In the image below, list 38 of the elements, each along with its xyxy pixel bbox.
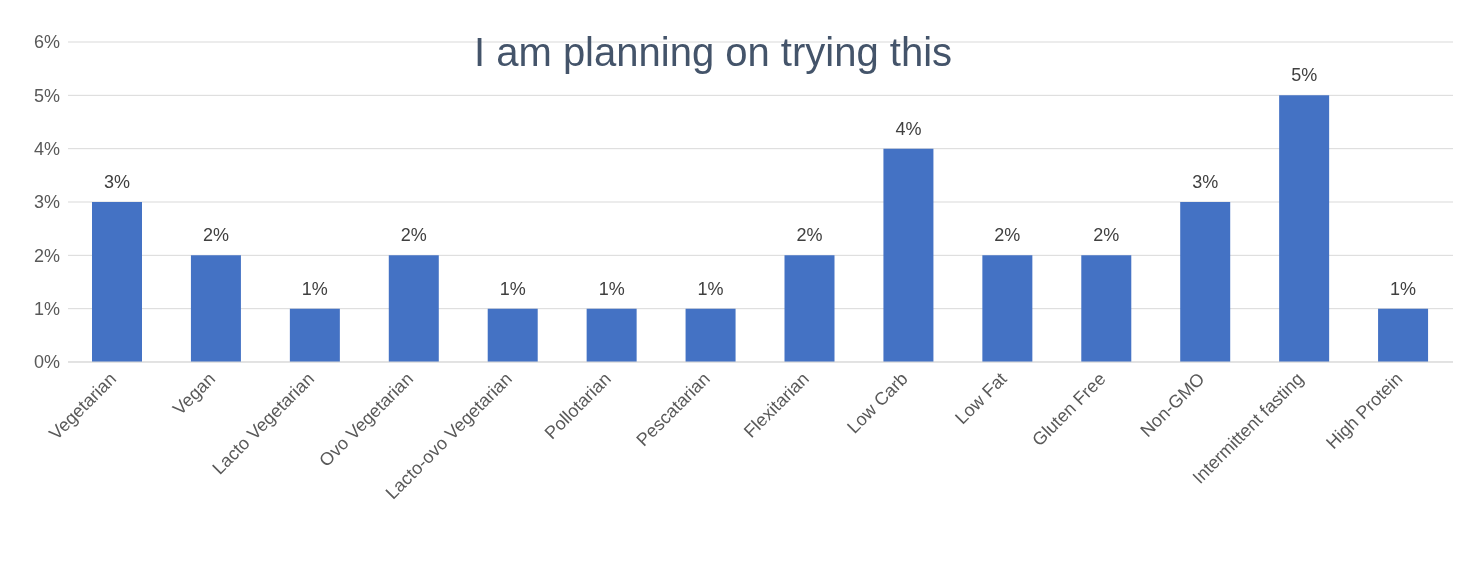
data-label: 1%	[697, 278, 724, 299]
bar	[1081, 255, 1132, 362]
data-label: 2%	[994, 225, 1021, 246]
x-tick-label: Low Fat	[951, 368, 1011, 429]
y-tick-label: 6%	[33, 32, 60, 53]
bar	[92, 202, 142, 362]
data-label: 4%	[895, 118, 922, 139]
bar	[1180, 202, 1231, 362]
y-tick-label: 2%	[33, 245, 60, 266]
bar	[982, 255, 1033, 362]
chart-title: I am planning on trying this	[473, 30, 953, 74]
data-label: 2%	[400, 225, 427, 246]
bar	[1378, 308, 1429, 362]
y-tick-label: 1%	[33, 299, 60, 320]
bar	[388, 255, 439, 362]
y-tick-label: 0%	[33, 352, 60, 373]
data-label: 5%	[1291, 65, 1318, 86]
bar	[1279, 95, 1330, 362]
bar	[685, 308, 736, 362]
bar	[586, 308, 637, 362]
y-tick-label: 5%	[33, 85, 60, 106]
bar	[883, 148, 934, 362]
bar	[190, 255, 241, 362]
bar	[784, 255, 835, 362]
data-label: 1%	[598, 278, 625, 299]
x-tick-label: Low Carb	[843, 368, 912, 438]
bar	[289, 308, 340, 362]
data-label: 1%	[301, 278, 328, 299]
data-label: 1%	[499, 278, 526, 299]
y-tick-label: 4%	[33, 139, 60, 160]
data-label: 2%	[1093, 225, 1120, 246]
data-label: 1%	[1390, 278, 1417, 299]
bar	[487, 308, 538, 362]
data-label: 3%	[103, 172, 131, 192]
data-label: 2%	[202, 225, 229, 246]
data-label: 2%	[796, 225, 823, 246]
y-tick-label: 3%	[33, 192, 60, 213]
data-label: 3%	[1192, 172, 1219, 192]
